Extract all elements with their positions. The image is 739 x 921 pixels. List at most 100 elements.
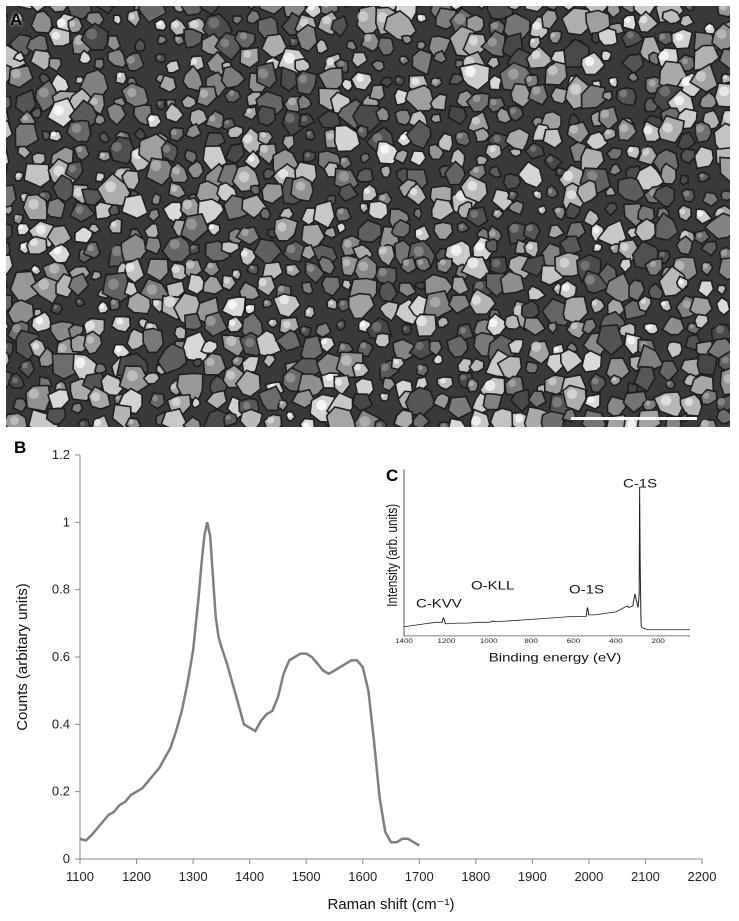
sem-grain [545, 184, 560, 199]
sem-grain [238, 280, 261, 301]
sem-grain [413, 281, 427, 291]
sem-grain-highlight [515, 414, 524, 423]
xps-x-tick-label: 1000 [480, 638, 498, 645]
sem-grain [14, 122, 40, 149]
sem-grain [249, 184, 261, 196]
sem-grain [330, 15, 349, 38]
sem-grain [378, 280, 399, 303]
raman-x-tick-label: 1300 [179, 869, 208, 884]
sem-grain [143, 222, 160, 240]
sem-grain-highlight [649, 260, 657, 268]
sem-grain-highlight [238, 171, 250, 183]
raman-x-tick-label: 1600 [348, 869, 377, 884]
sem-grain-highlight [467, 257, 479, 269]
sem-grain-highlight [14, 214, 19, 219]
sem-grain [90, 270, 103, 281]
sem-grain-highlight [510, 108, 516, 114]
sem-grain-highlight [674, 95, 684, 106]
sem-grain-highlight [415, 229, 423, 236]
sem-grain [405, 119, 432, 150]
sem-grain-highlight [306, 131, 311, 136]
sem-grain-highlight [471, 416, 481, 426]
sem-grain-highlight [267, 416, 275, 424]
xps-series-line [403, 487, 690, 631]
sem-grain-highlight [22, 115, 28, 121]
sem-grain-highlight [456, 132, 464, 139]
sem-grain-highlight [246, 305, 251, 310]
sem-grain-highlight [723, 112, 730, 123]
sem-grain [351, 361, 371, 379]
sem-grain-highlight [532, 86, 541, 95]
sem-grain-highlight [643, 125, 653, 135]
sem-grain-highlight [605, 129, 611, 135]
sem-grain-highlight [175, 36, 180, 41]
sem-grain [359, 152, 371, 164]
sem-grain [716, 284, 727, 297]
sem-grain-highlight [440, 378, 446, 384]
sem-grain [436, 376, 454, 391]
sem-grain [718, 48, 730, 71]
sem-grain-highlight [703, 392, 710, 399]
sem-grain-highlight [509, 191, 514, 196]
sem-grain-highlight [147, 323, 153, 329]
sem-grain [6, 95, 12, 110]
sem-grain [701, 191, 720, 208]
sem-grain [436, 315, 450, 329]
sem-grain-highlight [169, 239, 180, 250]
sem-grain-highlight [417, 259, 424, 265]
sem-grain-highlight [591, 300, 598, 306]
sem-grain [279, 65, 299, 93]
sem-grain-highlight [308, 6, 315, 11]
sem-grain-highlight [695, 71, 707, 82]
sem-grain-highlight [190, 19, 199, 29]
sem-grain [18, 358, 36, 379]
sem-grain [378, 392, 390, 403]
sem-grain [617, 176, 647, 203]
sem-grain-highlight [38, 279, 50, 290]
sem-grain-highlight [150, 160, 162, 172]
sem-grain [473, 126, 491, 143]
sem-grain [564, 202, 581, 220]
sem-grain [6, 254, 14, 276]
sem-grain [446, 334, 469, 359]
sem-grain-highlight [659, 33, 666, 40]
sem-grain-highlight [305, 309, 311, 314]
sem-grain [290, 388, 317, 409]
sem-grain-highlight [376, 422, 382, 427]
sem-grain [524, 6, 545, 13]
sem-grain [393, 109, 413, 127]
sem-grain-highlight [554, 285, 560, 290]
sem-grain-highlight [199, 89, 209, 98]
sem-grain [256, 275, 277, 298]
sem-grain-highlight [357, 11, 369, 22]
sem-grain-highlight [157, 55, 162, 59]
sem-grain-highlight [378, 245, 388, 255]
sem-grain-highlight [282, 320, 291, 329]
sem-grain [622, 390, 649, 414]
sem-grain [693, 145, 715, 170]
sem-micrograph [6, 6, 730, 427]
sem-grain [485, 56, 501, 70]
sem-grain [393, 409, 414, 427]
sem-grain [713, 122, 730, 152]
sem-grain [416, 40, 427, 51]
sem-grain [458, 62, 491, 92]
sem-grain-highlight [186, 218, 197, 230]
sem-grain [109, 6, 118, 9]
sem-grain [437, 132, 454, 153]
sem-grain [447, 395, 474, 420]
sem-grain [93, 57, 105, 71]
sem-grain [142, 327, 165, 354]
sem-grain-highlight [659, 86, 671, 97]
sem-grain [547, 321, 558, 335]
sem-grain-highlight [624, 17, 631, 23]
sem-grain [581, 349, 603, 373]
sem-grain-highlight [12, 324, 21, 333]
sem-grain-highlight [380, 144, 390, 154]
sem-grain-highlight [538, 207, 543, 212]
sem-grain-highlight [372, 133, 383, 143]
sem-grain [527, 389, 548, 409]
sem-grain-highlight [508, 68, 519, 80]
sem-grain-highlight [329, 300, 333, 305]
sem-grain [220, 65, 247, 90]
